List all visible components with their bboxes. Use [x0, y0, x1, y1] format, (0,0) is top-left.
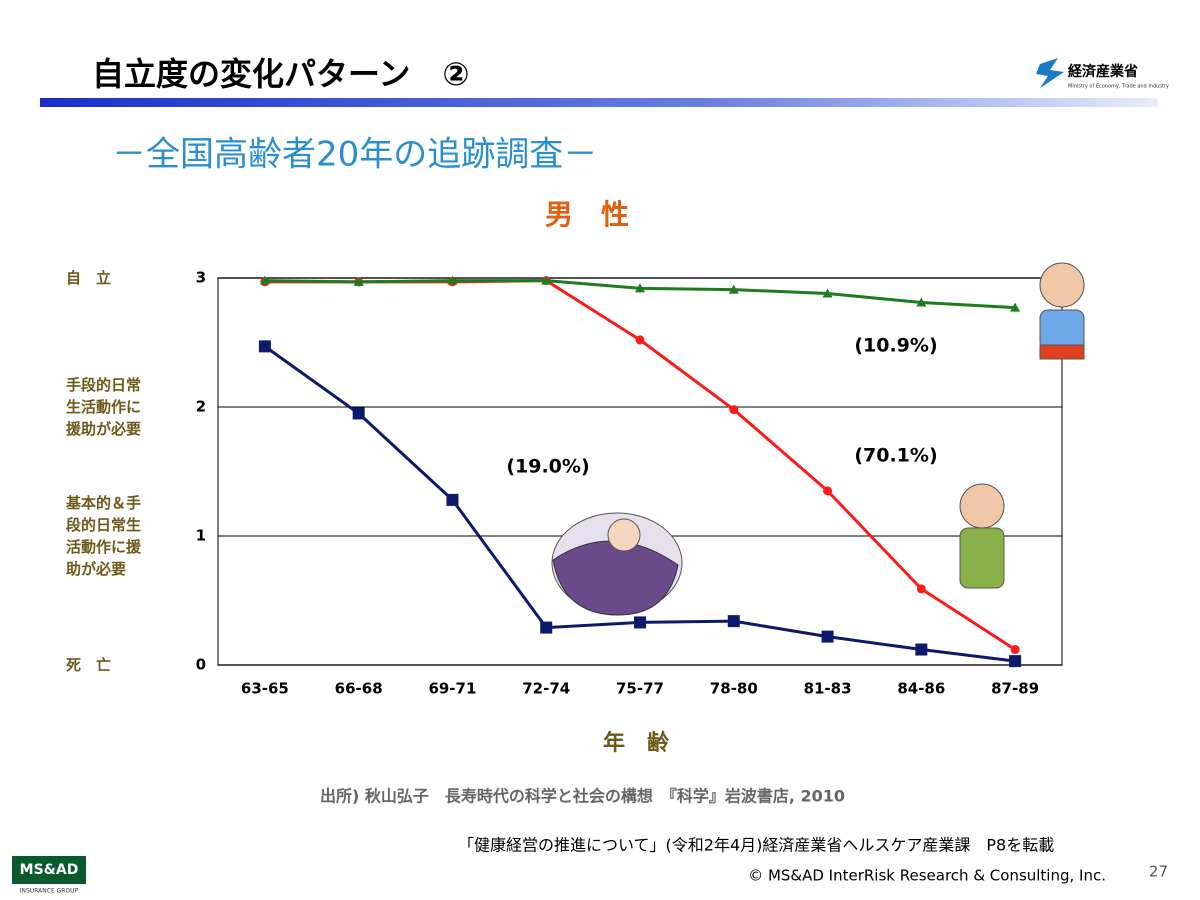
meti-logo-subtext: Ministry of Economy, Trade and Industry [1068, 84, 1169, 90]
x-tick-label: 81-83 [804, 680, 852, 698]
marker [446, 493, 459, 506]
marker [352, 407, 365, 420]
y-level-label: 自 立 [66, 269, 112, 287]
marker [916, 584, 926, 594]
marker [541, 275, 552, 285]
marker [916, 297, 927, 307]
marker [540, 621, 553, 634]
x-tick-label: 72-74 [522, 680, 570, 698]
marker [822, 288, 833, 298]
marker [823, 486, 833, 496]
marker [353, 276, 364, 286]
source-text: 出所) 秋山弘子 長寿時代の科学と社会の構想 『科学』岩波書店, 2010 [320, 787, 845, 806]
marker [1009, 655, 1022, 668]
copyright: © MS&AD InterRisk Research & Consulting,… [748, 867, 1106, 885]
x-tick-label: 75-77 [616, 680, 664, 698]
meti-logo-mark [1036, 58, 1064, 88]
slide-title: 自立度の変化パターン ② [92, 55, 470, 93]
x-tick-label: 66-68 [335, 680, 383, 698]
y-tick-label: 1 [196, 527, 206, 545]
marker [635, 335, 645, 345]
marker [634, 616, 646, 629]
y-level-label: 死 亡 [66, 656, 112, 674]
marker [1010, 645, 1020, 655]
company-logo-box [12, 856, 86, 884]
x-tick-label: 63-65 [241, 680, 289, 698]
x-tick-label: 87-89 [991, 680, 1039, 698]
marker [258, 340, 271, 353]
page-number: 27 [1149, 863, 1168, 881]
marker [727, 615, 740, 628]
marker [1010, 302, 1021, 312]
illustration-man-head [1039, 262, 1085, 308]
illustration-man-body [1039, 309, 1085, 351]
illustration-man-shorts [1039, 344, 1085, 360]
company-logo-sub: INSURANCE GROUP [20, 888, 79, 895]
header-bar [40, 98, 1158, 107]
marker [729, 405, 739, 415]
series-line [264, 345, 1016, 663]
y-tick-label: 0 [196, 656, 206, 674]
y-level-label: 基本的＆手 段的日常生 活動作に援 助が必要 [66, 494, 142, 578]
annotation: (10.9%) [854, 335, 937, 357]
x-tick-label: 78-80 [710, 680, 758, 698]
annotation: (19.0%) [506, 456, 589, 478]
marker [728, 284, 739, 294]
illustration-elder-body [959, 527, 1005, 589]
x-tick-label: 84-86 [897, 680, 945, 698]
illustration-head [607, 518, 641, 552]
meti-logo-text: 経済産業省 [1068, 63, 1138, 80]
chart-title: 男 性 [545, 198, 629, 231]
marker [821, 630, 834, 643]
marker [635, 283, 645, 293]
note-text: 「健康経営の推進について」(令和2年4月)経済産業省ヘルスケア産業課 P8を転載 [458, 836, 1054, 855]
annotation: (70.1%) [854, 445, 937, 467]
y-tick-label: 2 [196, 398, 206, 416]
plot: 0 1 2 3 63-65 66-68 69-71 72-74 75-77 78-80 81-83 8… [196, 262, 1085, 698]
y-level-label: 手段的日常 生活動作に 援助が必要 [66, 376, 142, 438]
illustration-elder-head [959, 483, 1005, 529]
slide-subtitle: －全国高齢者20年の追跡調査－ [112, 135, 597, 175]
x-tick-label: 69-71 [428, 680, 476, 698]
y-tick-label: 3 [196, 269, 206, 287]
x-axis-label: 年 齢 [603, 730, 670, 756]
company-logo: MS&AD [20, 862, 79, 878]
marker [915, 643, 928, 656]
marker [447, 275, 458, 285]
marker [259, 275, 270, 285]
